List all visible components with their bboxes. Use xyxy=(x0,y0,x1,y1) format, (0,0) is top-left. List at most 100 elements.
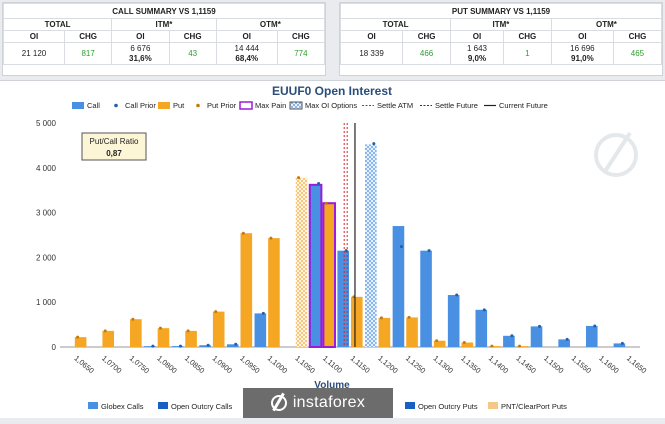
bottom-legend: Globex Calls Open Outcry Calls Open Outcry… xyxy=(88,402,567,411)
call-otm-oi: 14 444 68,4% xyxy=(215,42,278,65)
put-otm-oi: 16 696 91,0% xyxy=(550,42,614,65)
x-tick-label: 1,0800 xyxy=(155,354,178,376)
call-sub-oi: OI xyxy=(111,30,170,43)
ratio-value: 0,87 xyxy=(106,149,122,158)
x-axis-label: Volume xyxy=(314,380,350,391)
put-bar xyxy=(322,202,336,348)
put-bar xyxy=(185,330,197,347)
y-tick-label: 5 000 xyxy=(36,119,57,128)
put-prior-point xyxy=(131,317,135,321)
put-prior-point xyxy=(158,326,162,330)
x-tick-label: 1,1650 xyxy=(625,354,648,376)
call-prior-point xyxy=(261,311,265,315)
put-total-header: TOTAL xyxy=(339,18,452,31)
put-prior-point xyxy=(103,329,107,333)
call-otm-header: OTM* xyxy=(215,18,326,31)
x-tick-label: 1,1150 xyxy=(349,354,372,375)
x-tick-label: 1,1450 xyxy=(514,354,537,376)
call-bar xyxy=(144,346,156,347)
chart-title: EUUF0 Open Interest xyxy=(272,84,392,98)
put-bar xyxy=(406,317,418,347)
call-bar xyxy=(337,250,349,347)
chart-legend: Call Call Prior Put Put Prior Max Pain Max OI… xyxy=(72,101,548,110)
legend-swatch xyxy=(289,101,303,110)
put-prior-point xyxy=(269,236,273,240)
put-itm-chg: 1 xyxy=(502,42,552,65)
y-tick-label: 3 000 xyxy=(36,209,57,218)
put-bar xyxy=(240,233,253,347)
call-total-header: TOTAL xyxy=(2,18,113,31)
call-itm-chg: 43 xyxy=(168,42,217,65)
call-prior-point xyxy=(372,142,376,146)
call-prior-point xyxy=(234,342,238,346)
put-summary-title: PUT SUMMARY VS 1,1159 xyxy=(340,3,662,19)
put-bar xyxy=(433,340,446,347)
put-sub-oi: OI xyxy=(450,30,504,43)
x-tick-label: 1,1200 xyxy=(376,354,399,376)
call-bar xyxy=(530,326,543,347)
put-sub-oi: OI xyxy=(550,30,614,43)
put-bar xyxy=(130,319,142,347)
bottom-legend-swatch xyxy=(405,402,415,409)
call-sub-chg: CHG xyxy=(64,30,113,43)
call-bar xyxy=(447,295,460,347)
call-prior-point xyxy=(206,343,210,347)
put-total-oi: 18 339 xyxy=(339,42,404,65)
instaforex-banner[interactable]: instaforex xyxy=(243,388,393,418)
banner-text: instaforex xyxy=(292,394,366,411)
y-tick-label: 1 000 xyxy=(36,298,57,307)
call-prior-point xyxy=(565,337,569,341)
call-bar xyxy=(308,183,323,348)
call-bar xyxy=(392,226,405,347)
call-prior-point xyxy=(399,245,403,249)
bottom-legend-label: PNT/ClearPort Puts xyxy=(501,402,567,411)
call-otm-chg: 774 xyxy=(276,42,326,65)
put-bar xyxy=(295,177,308,347)
call-prior-point xyxy=(593,324,597,328)
call-summary-panel: CALL SUMMARY VS 1,1159 TOTAL ITM* OTM* O… xyxy=(2,2,326,76)
call-prior-point xyxy=(427,249,431,253)
put-prior-point xyxy=(241,231,245,235)
put-prior-point xyxy=(297,176,301,180)
legend-label: Settle ATM xyxy=(377,101,413,110)
open-interest-chart: EUUF0 Open Interest Call Call Prior Put Put… xyxy=(0,80,665,418)
x-tick-label: 1,0650 xyxy=(73,354,96,376)
chart-svg: EUUF0 Open Interest Call Call Prior Put Put… xyxy=(36,84,648,411)
bottom-legend-swatch xyxy=(158,402,168,409)
put-bar xyxy=(516,346,529,347)
put-sub-oi: OI xyxy=(339,30,404,43)
put-prior-point xyxy=(435,339,439,343)
legend-label: Current Future xyxy=(499,101,548,110)
call-prior-point xyxy=(620,341,624,345)
x-tick-label: 1,1600 xyxy=(597,354,620,376)
legend-swatch xyxy=(114,103,118,108)
call-bar xyxy=(226,344,239,347)
legend-swatch xyxy=(72,102,84,109)
call-prior-point xyxy=(317,181,321,185)
y-tick-label: 4 000 xyxy=(36,164,57,173)
put-bar xyxy=(461,342,474,347)
legend-swatch xyxy=(239,101,253,110)
call-itm-oi: 6 676 31,6% xyxy=(111,42,170,65)
call-prior-point xyxy=(510,334,514,338)
call-sub-chg: CHG xyxy=(168,30,217,43)
call-itm-header: ITM* xyxy=(111,18,217,31)
x-tick-label: 1,1100 xyxy=(321,354,344,375)
put-sub-chg: CHG xyxy=(502,30,552,43)
instaforex-logo-icon xyxy=(270,395,287,411)
put-prior-point xyxy=(518,344,522,348)
x-tick-label: 1,0750 xyxy=(128,354,151,376)
x-tick-label: 1,1550 xyxy=(570,354,593,376)
call-total-chg: 817 xyxy=(64,42,113,65)
put-prior-point xyxy=(324,201,328,205)
put-bar xyxy=(74,337,87,347)
call-bar xyxy=(503,335,515,347)
y-tick-label: 2 000 xyxy=(36,253,57,262)
put-bar xyxy=(157,328,170,347)
call-prior-point xyxy=(178,344,182,348)
put-prior-point xyxy=(214,310,218,314)
put-otm-header: OTM* xyxy=(550,18,663,31)
call-prior-point xyxy=(455,293,459,297)
bottom-legend-label: Open Outcry Puts xyxy=(418,402,478,411)
call-prior-point xyxy=(482,308,486,312)
